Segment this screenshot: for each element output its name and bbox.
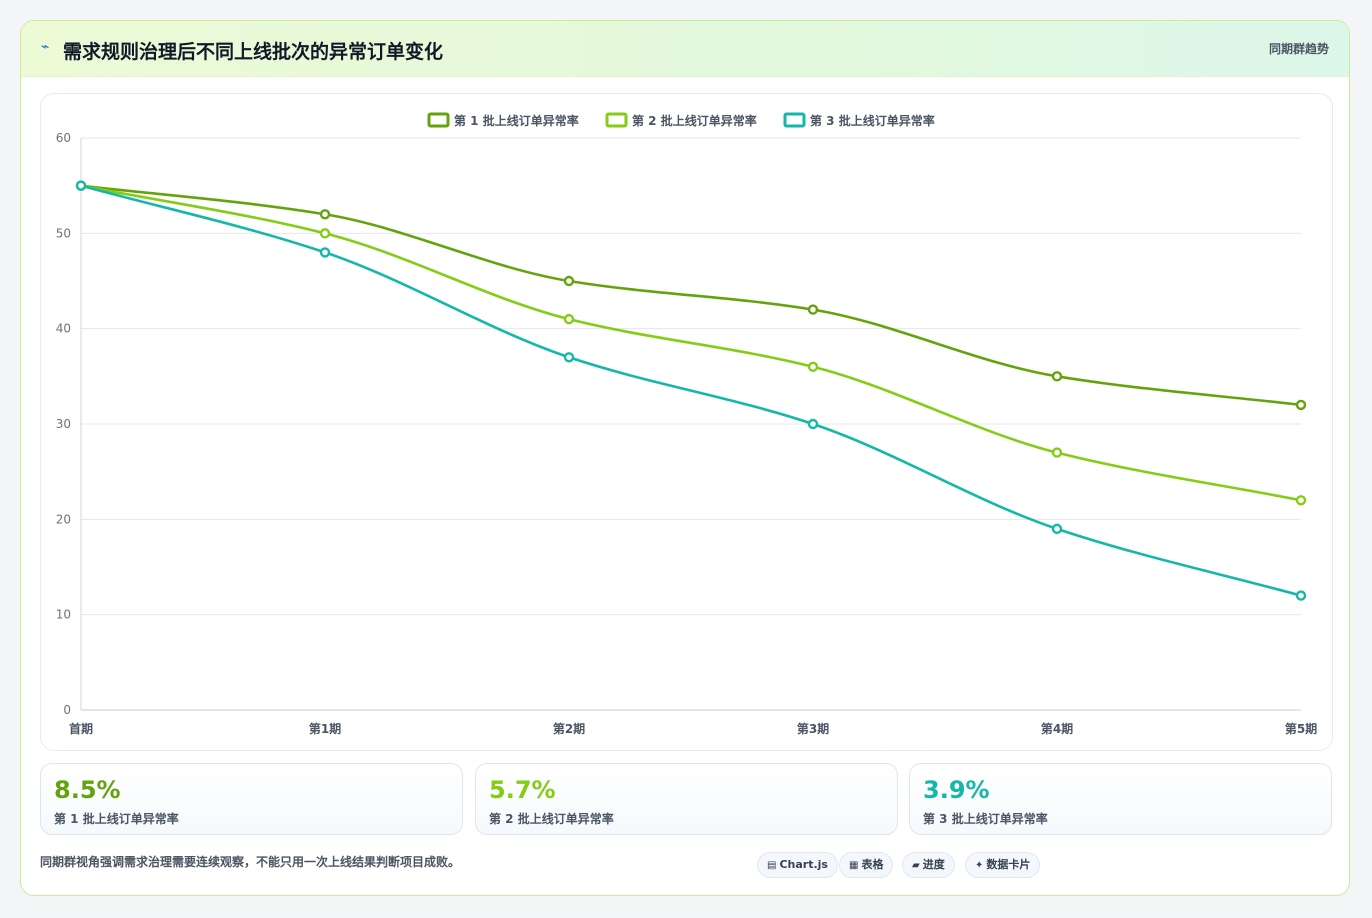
chart-panel: 0 10 20 30 40 50 60 首期 第1期 第2期 第3期 第4期 第5期 第 1 批上线订单异… [40, 93, 1333, 751]
data-point [319, 247, 331, 258]
stat-label: 第 1 批上线订单异常率 [54, 812, 179, 826]
x-tick-label: 第2期 [553, 721, 585, 736]
progress-icon: ▰ [912, 860, 920, 871]
y-tick-label: 0 [63, 703, 71, 717]
chart-icon: ▤ [767, 860, 777, 871]
pill-label: 进度 [922, 858, 945, 871]
pill-label: 表格 [861, 858, 884, 871]
data-point [563, 313, 575, 325]
sparkle-icon: ✦ [975, 860, 984, 871]
dashboard-card: ⌁ 需求规则治理后不同上线批次的异常订单变化 同期群趋势 0 10 20 30 40 50… [20, 20, 1350, 896]
y-tick-label: 60 [56, 131, 71, 145]
stat-label: 第 3 批上线订单异常率 [923, 812, 1048, 826]
data-point [807, 418, 819, 430]
legend-label: 第 3 批上线订单异常率 [810, 113, 935, 128]
y-tick-label: 10 [56, 608, 71, 622]
data-point [319, 209, 331, 220]
data-point [563, 275, 575, 287]
series-line-2 [80, 184, 1302, 502]
pill-label: 数据卡片 [986, 858, 1031, 871]
data-point [1295, 399, 1307, 411]
pill-label: Chart.js [779, 858, 828, 871]
pill-table[interactable]: ▦ 表格 [839, 852, 894, 878]
pill-chartjs[interactable]: ▤ Chart.js [757, 852, 838, 878]
x-tick-label: 第4期 [1041, 721, 1073, 736]
x-tick-label: 第1期 [309, 721, 341, 736]
series-line-3 [80, 184, 1302, 597]
stat-cards: 8.5% 第 1 批上线订单异常率 5.7% 第 2 批上线订单异常率 3.9%… [40, 763, 1333, 835]
stat-card-batch-1: 8.5% 第 1 批上线订单异常率 [40, 763, 463, 835]
x-tick-label: 首期 [69, 721, 93, 736]
data-point [563, 352, 575, 363]
data-point [807, 304, 819, 315]
stat-card-batch-3: 3.9% 第 3 批上线订单异常率 [909, 763, 1332, 835]
stat-value: 3.9% [923, 776, 990, 804]
table-icon: ▦ [849, 860, 859, 871]
series-line-1 [80, 184, 1302, 407]
stat-value: 5.7% [489, 776, 556, 804]
x-tick-label: 第5期 [1285, 721, 1317, 736]
data-point [75, 180, 87, 191]
y-tick-label: 20 [56, 512, 71, 526]
y-tick-label: 30 [56, 417, 71, 431]
card-header: ⌁ 需求规则治理后不同上线批次的异常订单变化 同期群趋势 [21, 21, 1349, 77]
line-chart: 0 10 20 30 40 50 60 首期 第1期 第2期 第3期 第4期 第5期 第 1 批上线订单异… [56, 112, 1317, 736]
data-point [1051, 447, 1063, 458]
chart-title: 需求规则治理后不同上线批次的异常订单变化 [63, 41, 444, 63]
data-point [1051, 371, 1063, 382]
stat-label: 第 2 批上线订单异常率 [489, 812, 614, 826]
legend-label: 第 2 批上线订单异常率 [632, 113, 757, 128]
legend-swatch [605, 112, 628, 128]
data-point [1051, 523, 1063, 535]
stat-card-batch-2: 5.7% 第 2 批上线订单异常率 [475, 763, 898, 835]
y-tick-label: 40 [56, 322, 71, 336]
legend-swatch [783, 112, 806, 128]
legend-swatch [427, 112, 450, 128]
footer-note: 同期群视角强调需求治理需要连续观察，不能只用一次上线结果判断项目成败。 [40, 855, 461, 869]
trend-tag: 同期群趋势 [1268, 42, 1329, 56]
data-point [1295, 495, 1307, 506]
data-point [319, 228, 331, 239]
x-tick-label: 第3期 [797, 721, 829, 736]
data-point [807, 361, 819, 372]
y-tick-label: 50 [56, 226, 71, 240]
pill-progress[interactable]: ▰ 进度 [902, 852, 955, 878]
data-point [1295, 590, 1307, 601]
stat-value: 8.5% [54, 776, 121, 804]
lightning-icon: ⌁ [41, 39, 50, 55]
legend-label: 第 1 批上线订单异常率 [454, 113, 579, 128]
pill-data-card[interactable]: ✦ 数据卡片 [965, 852, 1041, 878]
